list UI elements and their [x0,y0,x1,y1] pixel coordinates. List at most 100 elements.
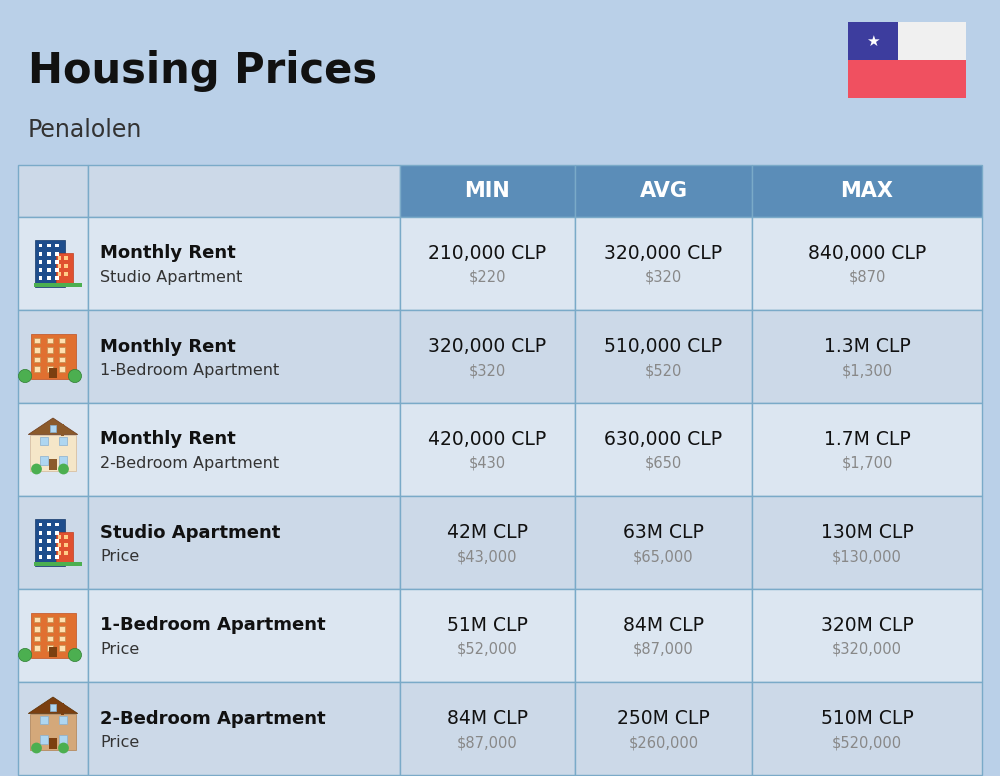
Text: 42M CLP: 42M CLP [447,523,528,542]
FancyBboxPatch shape [34,626,40,632]
FancyBboxPatch shape [55,531,59,535]
FancyBboxPatch shape [88,682,400,775]
FancyBboxPatch shape [59,347,65,352]
FancyBboxPatch shape [400,165,575,217]
FancyBboxPatch shape [39,556,42,559]
FancyBboxPatch shape [575,310,752,403]
FancyBboxPatch shape [64,256,68,260]
FancyBboxPatch shape [34,283,82,287]
Text: Studio Apartment: Studio Apartment [100,524,280,542]
FancyBboxPatch shape [50,425,56,432]
FancyBboxPatch shape [60,703,64,715]
FancyBboxPatch shape [575,682,752,775]
Text: 84M CLP: 84M CLP [447,709,528,728]
Text: 51M CLP: 51M CLP [447,616,528,635]
FancyBboxPatch shape [88,310,400,403]
FancyBboxPatch shape [34,617,40,622]
Text: $520: $520 [645,363,682,378]
FancyBboxPatch shape [47,626,53,632]
FancyBboxPatch shape [50,705,56,711]
FancyBboxPatch shape [35,241,65,287]
Text: $65,000: $65,000 [633,549,694,564]
Text: 2-Bedroom Apartment: 2-Bedroom Apartment [100,709,326,728]
Text: MAX: MAX [840,181,894,201]
Text: 320,000 CLP: 320,000 CLP [428,337,547,356]
FancyBboxPatch shape [752,589,982,682]
FancyBboxPatch shape [88,165,400,217]
Text: 250M CLP: 250M CLP [617,709,710,728]
FancyBboxPatch shape [55,252,59,255]
FancyBboxPatch shape [55,260,59,264]
Text: $87,000: $87,000 [457,735,518,750]
FancyBboxPatch shape [18,403,88,496]
FancyBboxPatch shape [40,437,48,445]
FancyBboxPatch shape [18,682,88,775]
FancyBboxPatch shape [88,496,400,589]
FancyBboxPatch shape [55,244,59,248]
FancyBboxPatch shape [752,165,982,217]
FancyBboxPatch shape [58,256,61,260]
FancyBboxPatch shape [39,523,42,526]
FancyBboxPatch shape [47,539,51,542]
FancyBboxPatch shape [18,310,88,403]
FancyBboxPatch shape [39,268,42,272]
FancyBboxPatch shape [400,496,575,589]
FancyBboxPatch shape [59,357,65,362]
FancyBboxPatch shape [39,276,42,280]
FancyBboxPatch shape [47,338,53,343]
FancyBboxPatch shape [40,716,48,724]
FancyBboxPatch shape [18,589,88,682]
Text: $87,000: $87,000 [633,642,694,657]
FancyBboxPatch shape [35,519,65,566]
Text: Studio Apartment: Studio Apartment [100,270,242,285]
Text: $1,700: $1,700 [841,456,893,471]
Text: 510,000 CLP: 510,000 CLP [604,337,723,356]
Text: 630,000 CLP: 630,000 CLP [604,430,723,449]
FancyBboxPatch shape [49,459,57,470]
FancyBboxPatch shape [39,244,42,248]
FancyBboxPatch shape [752,496,982,589]
FancyBboxPatch shape [56,253,72,286]
Text: 130M CLP: 130M CLP [821,523,913,542]
FancyBboxPatch shape [34,646,40,651]
FancyBboxPatch shape [34,366,40,372]
Circle shape [18,649,32,662]
FancyBboxPatch shape [400,217,575,310]
FancyBboxPatch shape [40,735,48,743]
FancyBboxPatch shape [575,589,752,682]
FancyBboxPatch shape [752,217,982,310]
Text: Monthly Rent: Monthly Rent [100,338,236,355]
FancyBboxPatch shape [24,376,26,382]
FancyBboxPatch shape [47,636,53,641]
Text: $260,000: $260,000 [628,735,699,750]
FancyBboxPatch shape [64,543,68,547]
FancyBboxPatch shape [39,260,42,264]
Text: 2-Bedroom Apartment: 2-Bedroom Apartment [100,456,279,471]
FancyBboxPatch shape [47,366,53,372]
FancyBboxPatch shape [64,551,68,555]
FancyBboxPatch shape [88,217,400,310]
Text: $870: $870 [848,270,886,285]
FancyBboxPatch shape [848,22,966,60]
FancyBboxPatch shape [30,334,76,379]
FancyBboxPatch shape [59,636,65,641]
FancyBboxPatch shape [30,435,76,470]
FancyBboxPatch shape [34,338,40,343]
Text: $650: $650 [645,456,682,471]
Polygon shape [28,418,78,435]
Text: 1-Bedroom Apartment: 1-Bedroom Apartment [100,616,326,635]
FancyBboxPatch shape [47,244,51,248]
Text: ★: ★ [866,33,880,48]
FancyBboxPatch shape [59,456,66,465]
FancyBboxPatch shape [55,268,59,272]
FancyBboxPatch shape [47,347,53,352]
Text: Price: Price [100,735,139,750]
FancyBboxPatch shape [59,626,65,632]
Circle shape [68,649,82,662]
Text: Housing Prices: Housing Prices [28,50,377,92]
FancyBboxPatch shape [575,403,752,496]
Text: 1.3M CLP: 1.3M CLP [824,337,910,356]
FancyBboxPatch shape [47,646,53,651]
FancyBboxPatch shape [58,535,61,539]
Text: 320M CLP: 320M CLP [821,616,913,635]
